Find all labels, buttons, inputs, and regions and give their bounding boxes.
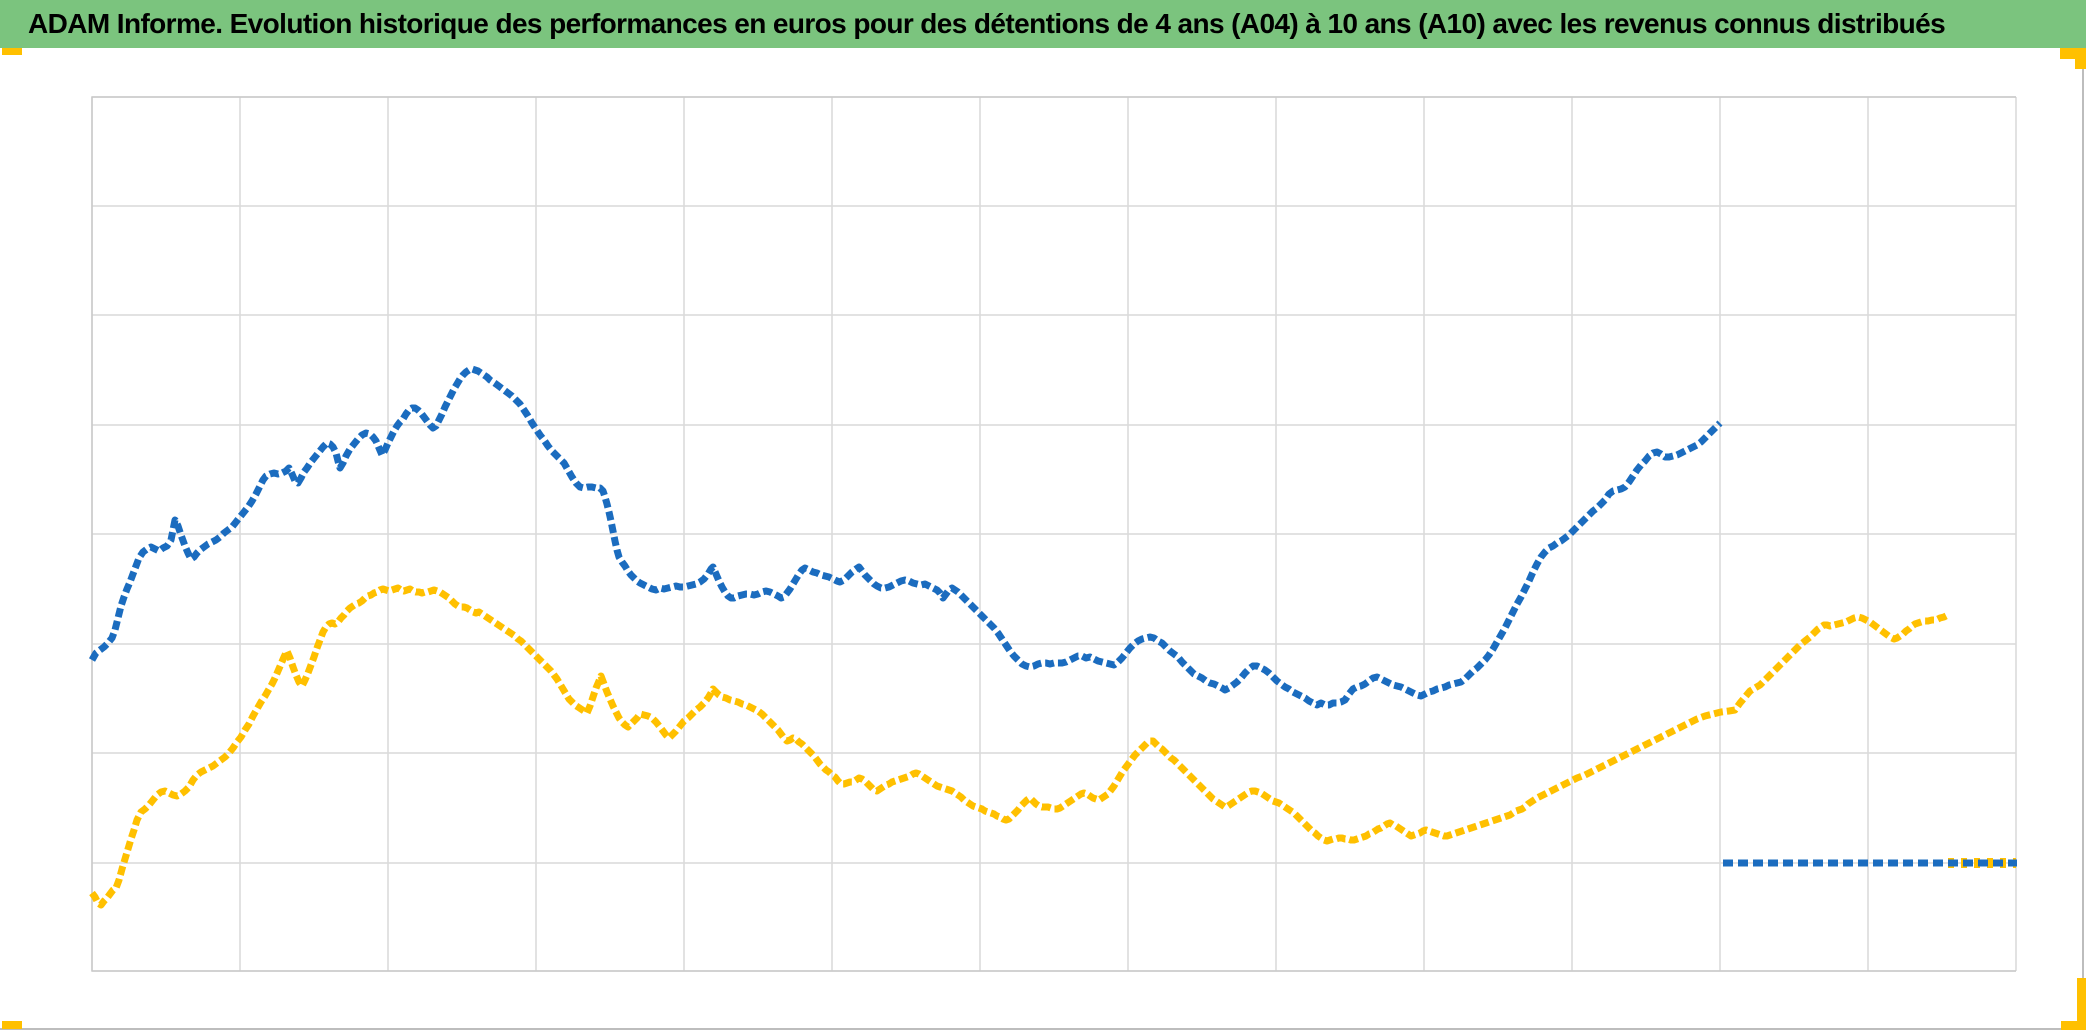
- series-gold-A04-curve: [89, 584, 1950, 909]
- corner-accent-bottom-left: [2, 1021, 22, 1029]
- corner-accent-top-right-v: [2075, 48, 2086, 69]
- corner-accent-bottom-right-v: [2077, 978, 2086, 1023]
- page-right-border: [2082, 58, 2084, 1028]
- series-blue-A10-curve: [88, 365, 1723, 709]
- corner-accent-bottom-right-h: [2061, 1021, 2086, 1030]
- chart-title-bar: ADAM Informe. Evolution historique des p…: [0, 0, 2086, 48]
- plot-border: [91, 96, 2016, 972]
- page-bottom-border: [0, 1028, 2086, 1030]
- corner-accent-top-right-h: [2060, 48, 2086, 59]
- chart-title: ADAM Informe. Evolution historique des p…: [28, 8, 1946, 39]
- corner-accent-top-left: [2, 48, 22, 55]
